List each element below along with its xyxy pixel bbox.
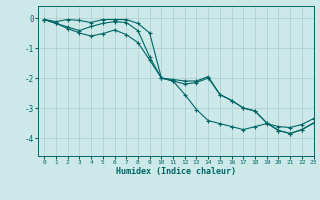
X-axis label: Humidex (Indice chaleur): Humidex (Indice chaleur): [116, 167, 236, 176]
